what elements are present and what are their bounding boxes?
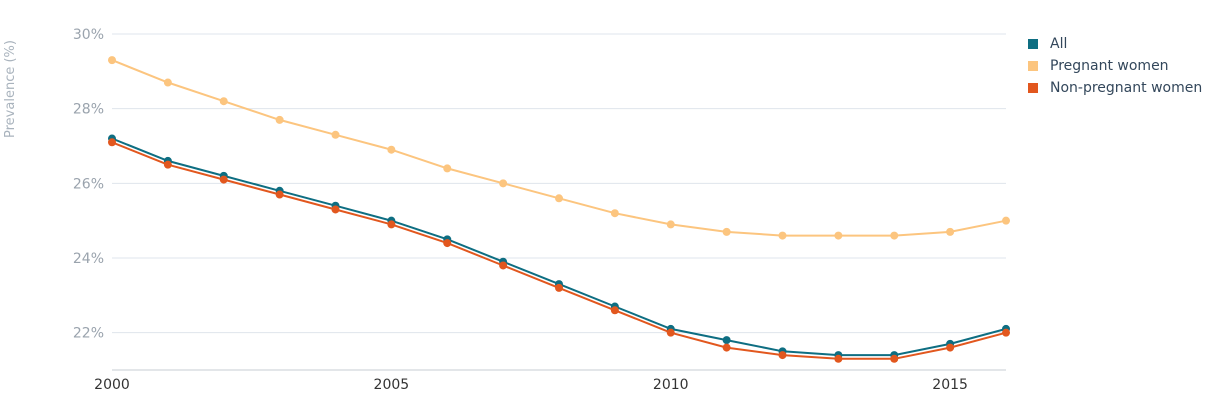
data-point-pregnant-women [666, 220, 675, 229]
x-tick-label: 2015 [932, 377, 968, 393]
data-point-non-pregnant-women [443, 239, 452, 248]
y-axis-label: Prevalence (%) [3, 40, 18, 138]
data-point-pregnant-women [443, 164, 452, 173]
legend-swatch-all [1028, 39, 1038, 49]
data-point-non-pregnant-women [834, 354, 843, 363]
grid-lines [112, 33, 1006, 371]
data-point-non-pregnant-women [890, 354, 899, 363]
x-tick-label: 2010 [653, 377, 689, 393]
x-tick-labels: 2000 2005 2010 2015 [94, 377, 968, 393]
x-tick-label: 2005 [374, 377, 410, 393]
data-point-pregnant-women [890, 231, 899, 240]
data-point-pregnant-women [219, 97, 228, 106]
data-point-non-pregnant-women [163, 160, 172, 169]
data-point-pregnant-women [946, 227, 955, 236]
data-point-pregnant-women [275, 115, 284, 124]
data-point-pregnant-women [610, 209, 619, 218]
data-point-non-pregnant-women [666, 328, 675, 337]
data-point-non-pregnant-women [610, 306, 619, 315]
data-point-non-pregnant-women [219, 175, 228, 184]
data-point-pregnant-women [108, 56, 116, 65]
legend-item-pregnant-women[interactable]: Pregnant women [1028, 55, 1202, 77]
data-point-pregnant-women [555, 194, 563, 203]
data-point-pregnant-women [331, 130, 340, 139]
data-point-pregnant-women [722, 227, 731, 236]
legend-swatch-non-pregnant-women [1028, 83, 1038, 93]
y-tick-label: 26% [73, 176, 104, 192]
data-point-non-pregnant-women [946, 343, 955, 352]
series-line-all [111, 137, 1007, 357]
data-point-pregnant-women [778, 231, 787, 240]
y-tick-label: 30% [73, 27, 104, 43]
data-point-non-pregnant-women [778, 351, 787, 360]
data-point-all [722, 336, 731, 345]
legend-label-non-pregnant-women: Non-pregnant women [1050, 80, 1203, 96]
data-point-pregnant-women [834, 231, 843, 240]
series-line-non-pregnant-women [111, 141, 1007, 360]
data-point-non-pregnant-women [499, 261, 508, 270]
data-point-non-pregnant-women [387, 220, 396, 229]
data-point-non-pregnant-women [331, 205, 340, 214]
series-group [108, 56, 1010, 363]
x-tick-label: 2000 [94, 377, 130, 393]
legend-item-non-pregnant-women[interactable]: Non-pregnant women [1028, 77, 1202, 99]
y-tick-label: 22% [73, 326, 104, 342]
data-point-non-pregnant-women [722, 343, 731, 352]
data-point-non-pregnant-women [275, 190, 284, 199]
series-line-pregnant-women [111, 59, 1007, 237]
legend-swatch-pregnant-women [1028, 61, 1038, 71]
data-point-non-pregnant-women [1002, 328, 1010, 337]
y-tick-label: 28% [73, 102, 104, 118]
y-tick-labels: 22% 24% 26% 28% 30% [73, 27, 104, 342]
legend-label-all: All [1050, 36, 1068, 52]
data-point-non-pregnant-women [108, 138, 116, 147]
data-point-pregnant-women [387, 145, 396, 154]
legend: All Pregnant women Non-pregnant women [1028, 33, 1202, 99]
legend-item-all[interactable]: All [1028, 33, 1202, 55]
data-point-pregnant-women [499, 179, 508, 188]
y-tick-label: 24% [73, 251, 104, 267]
data-point-pregnant-women [1002, 216, 1010, 225]
legend-label-pregnant-women: Pregnant women [1050, 58, 1169, 74]
data-point-non-pregnant-women [555, 283, 563, 292]
data-point-pregnant-women [163, 78, 172, 87]
